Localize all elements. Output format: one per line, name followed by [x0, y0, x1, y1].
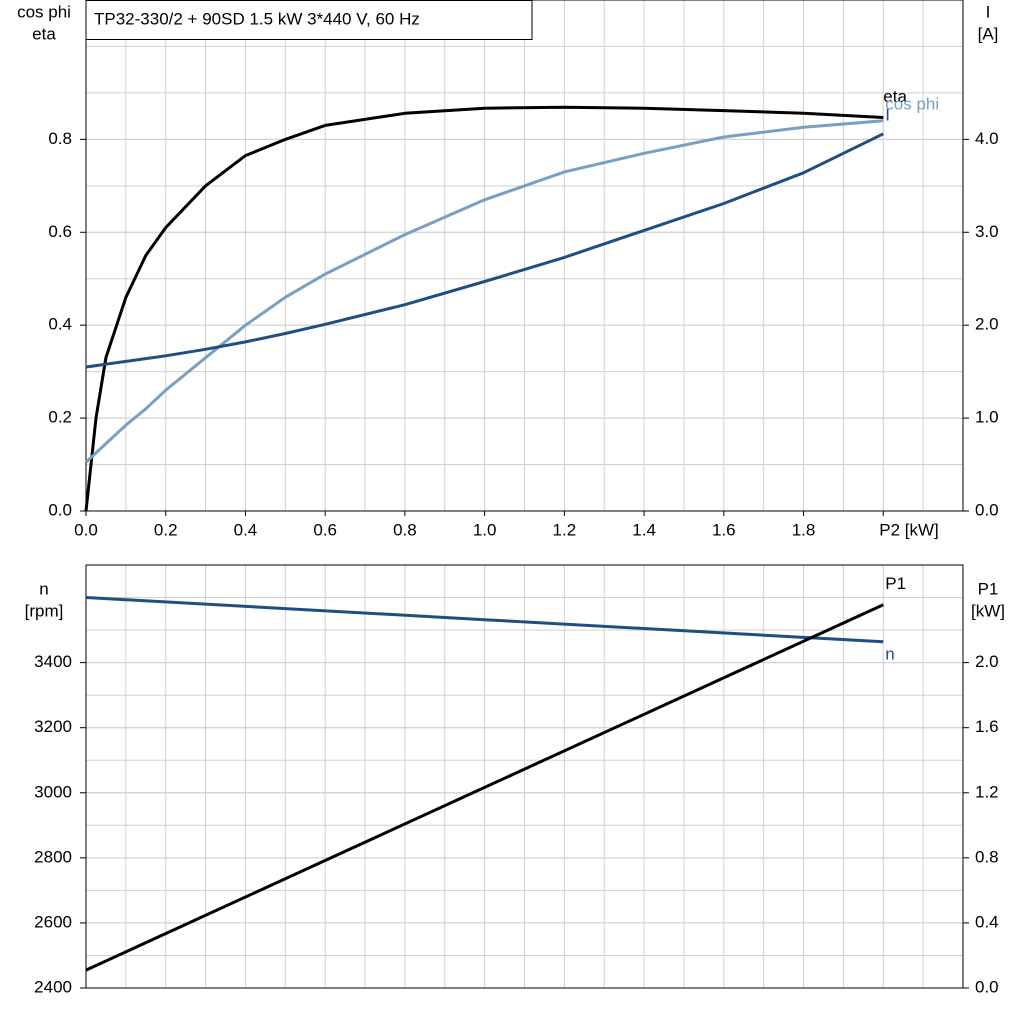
y-tick-label: 2400 — [34, 977, 72, 996]
y-tick-label: 0.8 — [48, 129, 72, 148]
y-tick-label: 3000 — [34, 782, 72, 801]
y2-axis-label: [A] — [978, 24, 999, 43]
x-tick-label: 1.4 — [632, 520, 656, 539]
y2-tick-label: 2.0 — [975, 652, 999, 671]
x-tick-label: 0.6 — [313, 520, 337, 539]
y-tick-label: 3400 — [34, 652, 72, 671]
x-tick-label: 0.8 — [393, 520, 417, 539]
series-line — [85, 132, 884, 369]
x-tick-label: 1.6 — [712, 520, 736, 539]
y2-tick-label: 2.0 — [975, 315, 999, 334]
plot-frame — [85, 564, 964, 989]
y-tick-label: 0.6 — [48, 222, 72, 241]
y2-axis-label: [kW] — [971, 601, 1005, 620]
series-line — [84, 105, 884, 512]
title-box — [85, 0, 533, 40]
y2-axis-label: P1 — [978, 579, 999, 598]
x-tick-label: 0.2 — [154, 520, 178, 539]
y2-tick-label: 3.0 — [975, 222, 999, 241]
y-axis-label: cos phi — [17, 2, 71, 21]
y2-tick-label: 0.0 — [975, 500, 999, 519]
series-line — [84, 119, 884, 464]
y2-tick-label: 0.8 — [975, 847, 999, 866]
y2-tick-label: 1.2 — [975, 782, 999, 801]
y2-tick-label: 0.4 — [975, 912, 999, 931]
y2-tick-label: 1.0 — [975, 408, 999, 427]
y-axis-label: [rpm] — [25, 601, 64, 620]
y-tick-label: 0.2 — [48, 408, 72, 427]
y-tick-label: 3200 — [34, 717, 72, 736]
y-tick-label: 2800 — [34, 847, 72, 866]
y2-axis-label: I — [986, 2, 991, 21]
x-tick-label: 0.4 — [234, 520, 258, 539]
x-tick-label: 0.0 — [74, 520, 98, 539]
y-tick-label: 2600 — [34, 912, 72, 931]
x-tick-label: 1.8 — [792, 520, 816, 539]
y-tick-label: 0.0 — [48, 500, 72, 519]
x-tick-label: P2 [kW] — [879, 520, 939, 539]
y-tick-label: 0.4 — [48, 315, 72, 334]
series-line — [85, 596, 884, 644]
plot-frame — [85, 0, 964, 512]
y-axis-label: eta — [32, 24, 56, 43]
y-axis-label: n — [39, 579, 48, 598]
series-label: eta — [883, 87, 907, 106]
y2-tick-label: 0.0 — [975, 977, 999, 996]
series-label: I — [885, 105, 890, 124]
series-label: P1 — [885, 574, 906, 593]
chart-layer: 0.0 0.2 0.4 0.6 0.8 0.0 1.0 2.0 3.0 4.0 0.0 0.2 0.4 0… — [17, 0, 1005, 996]
series-line — [85, 603, 884, 972]
chart-title: TP32-330/2 + 90SD 1.5 kW 3*440 V, 60 Hz — [94, 9, 420, 28]
y2-tick-label: 1.6 — [975, 717, 999, 736]
x-tick-label: 1.2 — [553, 520, 577, 539]
series-label: n — [885, 644, 894, 663]
x-tick-label: 1.0 — [473, 520, 497, 539]
series-label: cos phi — [885, 94, 939, 113]
y2-tick-label: 4.0 — [975, 129, 999, 148]
